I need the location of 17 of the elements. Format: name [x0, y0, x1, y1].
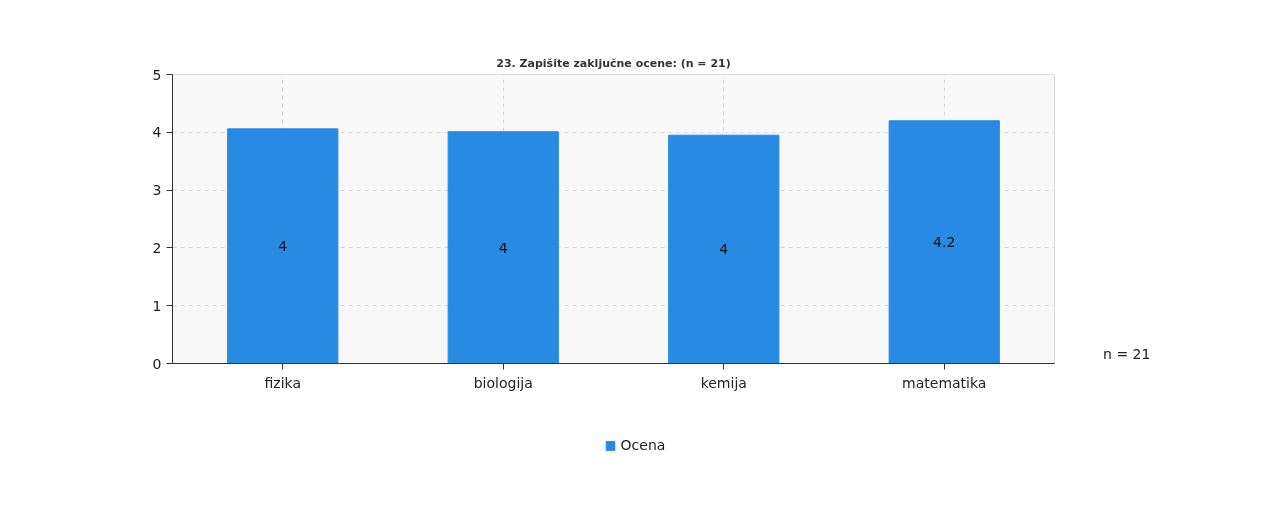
x-tick-label: kemija: [700, 374, 747, 391]
y-tick-label: 2: [152, 239, 162, 256]
data-label: 4: [278, 238, 288, 255]
y-tick-label: 1: [152, 297, 162, 314]
data-label: 4: [498, 239, 508, 256]
x-tick-label: fizika: [264, 374, 301, 391]
data-label: 4: [719, 241, 729, 258]
chart-title: 23. Zapišite zaključne ocene: (n = 21): [496, 56, 731, 70]
x-tick-label: matematika: [902, 374, 987, 391]
y-tick-label: 5: [152, 66, 162, 83]
x-tick-label: biologija: [473, 374, 533, 391]
text: n = 21: [1103, 345, 1151, 362]
y-tick-label: 4: [152, 124, 162, 141]
y-tick-label: 3: [152, 182, 162, 199]
y-tick-label: 0: [152, 355, 162, 372]
data-label: 4.2: [933, 234, 956, 251]
legend-label: Ocena: [620, 437, 666, 453]
